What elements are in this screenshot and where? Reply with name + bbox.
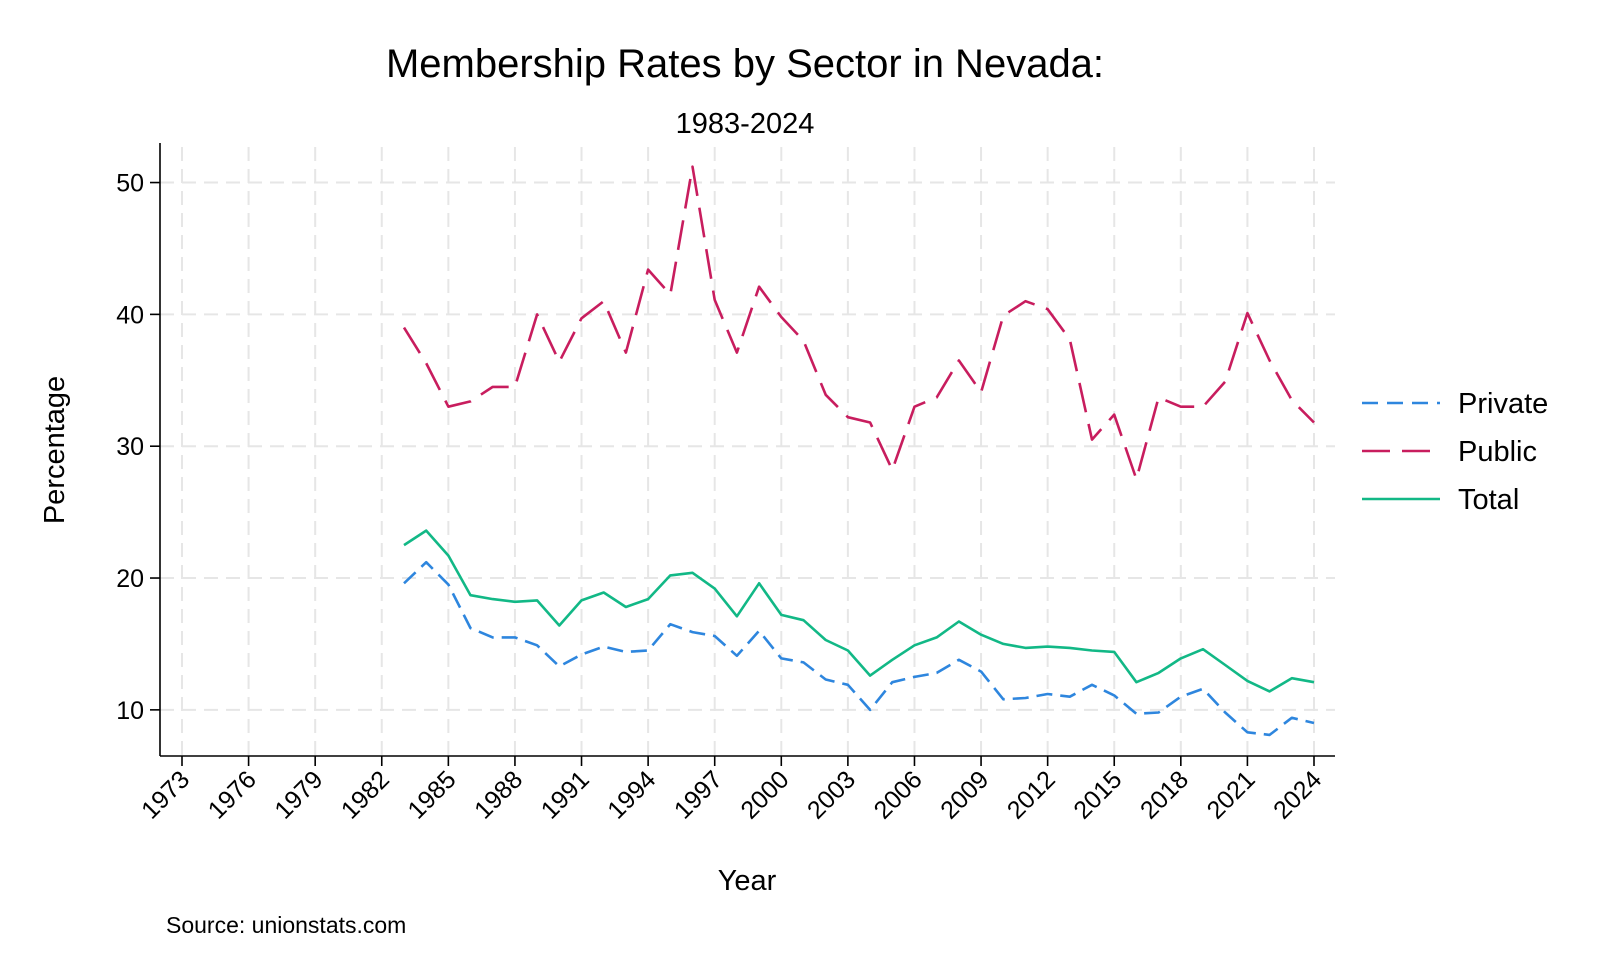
x-tick-label-2003: 2003 xyxy=(802,765,861,824)
y-tick-label-50: 50 xyxy=(116,170,144,198)
x-tick-label-1982: 1982 xyxy=(336,765,395,824)
x-tick-label-1979: 1979 xyxy=(269,765,328,824)
y-tick-labels: 10 20 30 40 50 xyxy=(116,170,160,725)
x-tick-label-2009: 2009 xyxy=(935,765,994,824)
chart-subtitle: 1983-2024 xyxy=(676,108,815,140)
y-tick-label-30: 30 xyxy=(116,433,144,461)
series-line-public xyxy=(402,165,1315,481)
x-tick-label-2000: 2000 xyxy=(735,765,794,824)
x-axis-title: Year xyxy=(718,865,777,897)
x-tick-label-1991: 1991 xyxy=(536,765,595,824)
legend-label-public: Public xyxy=(1458,436,1537,468)
chart-title: Membership Rates by Sector in Nevada: xyxy=(386,42,1104,86)
x-tick-label-1973: 1973 xyxy=(136,765,195,824)
x-tick-label-1988: 1988 xyxy=(469,765,528,824)
gridlines xyxy=(160,147,1335,756)
x-tick-label-2018: 2018 xyxy=(1135,765,1194,824)
x-tick-label-2024: 2024 xyxy=(1268,765,1327,824)
series-line-private xyxy=(403,560,1315,737)
legend-label-total: Total xyxy=(1458,484,1519,516)
y-tick-label-40: 40 xyxy=(116,301,144,329)
x-tick-label-2012: 2012 xyxy=(1002,765,1061,824)
series-lines xyxy=(402,165,1315,737)
axes xyxy=(159,143,1335,757)
y-axis-title: Percentage xyxy=(39,376,71,524)
x-tick-label-1985: 1985 xyxy=(402,765,461,824)
source-note: Source: unionstats.com xyxy=(166,912,406,938)
y-tick-label-10: 10 xyxy=(116,697,144,725)
series-line-total xyxy=(403,529,1315,693)
x-tick-label-2021: 2021 xyxy=(1202,765,1261,824)
x-tick-label-1994: 1994 xyxy=(602,765,661,824)
x-tick-label-2015: 2015 xyxy=(1068,765,1127,824)
x-tick-label-1997: 1997 xyxy=(669,765,728,824)
legend-label-private: Private xyxy=(1458,388,1548,420)
x-tick-labels: 1973 1976 1979 1982 1985 1988 1991 1994 1997 2000… xyxy=(136,756,1327,825)
x-tick-label-1976: 1976 xyxy=(203,765,262,824)
legend: Private Public Total xyxy=(1362,388,1548,516)
x-tick-label-2006: 2006 xyxy=(869,765,928,824)
y-tick-label-20: 20 xyxy=(116,565,144,593)
